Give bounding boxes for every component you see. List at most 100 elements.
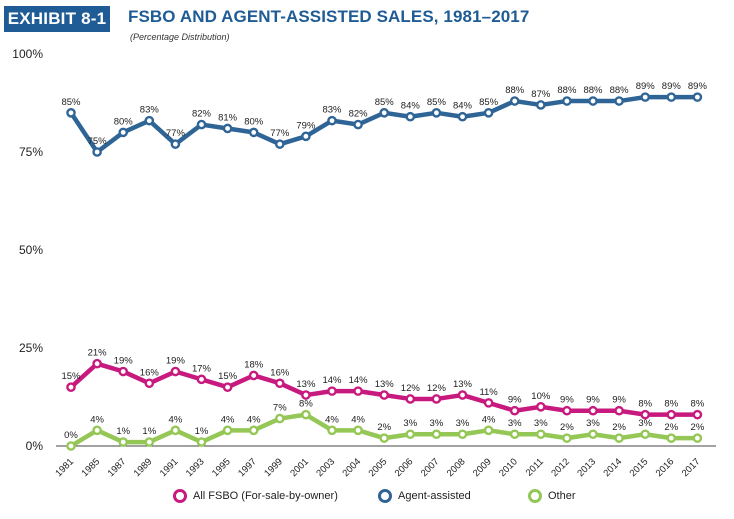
data-point-other [562, 433, 572, 443]
x-tick-label: 2015 [628, 456, 651, 479]
data-label-other: 3% [638, 418, 652, 429]
data-point-other [483, 425, 494, 436]
data-point-all-fsbo-for-sale-by-owner [170, 366, 181, 377]
x-tick-label: 2014 [601, 456, 624, 479]
data-label-agent-assisted: 80% [244, 116, 264, 127]
exhibit-badge: EXHIBIT 8-1 [4, 6, 110, 32]
data-point-other [509, 429, 520, 440]
data-label-other: 2% [377, 422, 391, 433]
data-point-all-fsbo-for-sale-by-owner [483, 398, 494, 408]
x-tick-label: 2003 [314, 456, 337, 479]
data-label-agent-assisted: 77% [166, 128, 186, 139]
x-tick-label: 1987 [106, 456, 129, 479]
data-label-agent-assisted: 85% [61, 97, 81, 108]
data-label-other: 4% [169, 414, 183, 425]
data-point-agent-assisted [692, 92, 703, 102]
data-point-agent-assisted [457, 111, 468, 122]
x-tick-label: 1985 [79, 456, 102, 479]
x-tick-label: 2008 [445, 456, 468, 479]
data-label-other: 1% [195, 426, 209, 437]
x-tick-label: 1995 [210, 456, 233, 479]
data-point-other [248, 425, 259, 436]
data-point-agent-assisted [248, 127, 259, 138]
data-label-all-fsbo-for-sale-by-owner: 9% [560, 395, 574, 406]
data-point-all-fsbo-for-sale-by-owner [431, 394, 442, 404]
data-point-agent-assisted [431, 108, 442, 118]
data-point-agent-assisted [640, 92, 651, 102]
data-point-other [379, 433, 390, 443]
x-tick-label: 2004 [340, 456, 363, 479]
x-tick-label: 1981 [53, 456, 76, 479]
y-tick-label: 25% [19, 341, 43, 355]
data-label-agent-assisted: 80% [114, 116, 134, 127]
legend-agent-marker-icon [378, 489, 392, 503]
data-label-agent-assisted: 82% [192, 109, 212, 120]
data-point-other [692, 433, 703, 443]
data-point-agent-assisted [144, 115, 155, 126]
x-tick-label: 1993 [184, 456, 207, 479]
legend-other-marker-icon [528, 489, 542, 503]
data-label-other: 4% [221, 414, 235, 425]
data-label-other: 2% [691, 422, 705, 433]
data-label-other: 4% [247, 414, 261, 425]
data-point-all-fsbo-for-sale-by-owner [640, 409, 651, 420]
data-label-agent-assisted: 88% [505, 85, 525, 96]
data-point-other [92, 425, 102, 436]
data-label-other: 7% [273, 403, 287, 414]
y-tick-label: 100% [12, 47, 43, 61]
data-point-all-fsbo-for-sale-by-owner [92, 358, 102, 369]
data-point-all-fsbo-for-sale-by-owner [353, 386, 363, 396]
data-label-all-fsbo-for-sale-by-owner: 12% [427, 383, 447, 394]
data-point-other [170, 425, 181, 436]
data-point-agent-assisted [562, 96, 572, 106]
data-label-other: 2% [560, 422, 574, 433]
x-tick-label: 2017 [680, 456, 703, 479]
y-tick-label: 0% [26, 439, 44, 453]
data-point-agent-assisted [353, 119, 363, 130]
data-label-all-fsbo-for-sale-by-owner: 15% [218, 371, 238, 382]
legend-item-agent-assisted: Agent-assisted [378, 489, 471, 503]
data-point-all-fsbo-for-sale-by-owner [457, 390, 468, 400]
chart-title: FSBO AND AGENT-ASSISTED SALES, 1981–2017 [128, 7, 530, 26]
x-tick-label: 1989 [132, 456, 155, 479]
data-label-agent-assisted: 82% [349, 109, 369, 120]
data-label-all-fsbo-for-sale-by-owner: 15% [61, 371, 81, 382]
data-point-agent-assisted [327, 115, 337, 126]
data-point-other [588, 429, 598, 440]
data-label-agent-assisted: 77% [270, 128, 290, 139]
data-label-other: 3% [508, 418, 522, 429]
x-tick-label: 2001 [288, 456, 311, 479]
x-tick-label: 2016 [654, 456, 677, 479]
data-point-agent-assisted [222, 123, 233, 134]
legend-agent-label: Agent-assisted [398, 490, 471, 502]
x-tick-label: 1991 [158, 456, 181, 479]
data-label-agent-assisted: 75% [88, 136, 108, 147]
data-label-other: 2% [612, 422, 626, 433]
x-tick-label: 2011 [524, 456, 546, 478]
data-label-other: 1% [142, 426, 156, 437]
data-label-all-fsbo-for-sale-by-owner: 11% [479, 387, 498, 398]
data-label-all-fsbo-for-sale-by-owner: 16% [140, 367, 160, 378]
data-label-all-fsbo-for-sale-by-owner: 9% [586, 395, 600, 406]
data-label-other: 8% [299, 399, 313, 410]
x-tick-label: 2007 [419, 456, 442, 479]
data-point-all-fsbo-for-sale-by-owner [196, 374, 207, 385]
data-label-other: 4% [482, 414, 496, 425]
y-tick-label: 75% [19, 145, 43, 159]
data-point-all-fsbo-for-sale-by-owner [222, 382, 233, 393]
data-label-all-fsbo-for-sale-by-owner: 19% [114, 356, 134, 367]
data-point-other [666, 433, 677, 443]
data-point-agent-assisted [483, 108, 494, 118]
data-label-other: 3% [403, 418, 417, 429]
x-tick-label: 2012 [549, 456, 572, 479]
data-label-other: 1% [116, 426, 130, 437]
data-label-all-fsbo-for-sale-by-owner: 9% [612, 395, 626, 406]
data-point-agent-assisted [588, 96, 598, 106]
chart-subtitle: (Percentage Distribution) [130, 32, 230, 42]
legend-fsbo-marker-icon [173, 489, 187, 503]
data-label-all-fsbo-for-sale-by-owner: 21% [88, 348, 108, 359]
data-point-other [457, 429, 468, 440]
data-point-all-fsbo-for-sale-by-owner [118, 366, 128, 377]
data-label-agent-assisted: 84% [401, 101, 421, 112]
data-point-agent-assisted [274, 139, 285, 149]
